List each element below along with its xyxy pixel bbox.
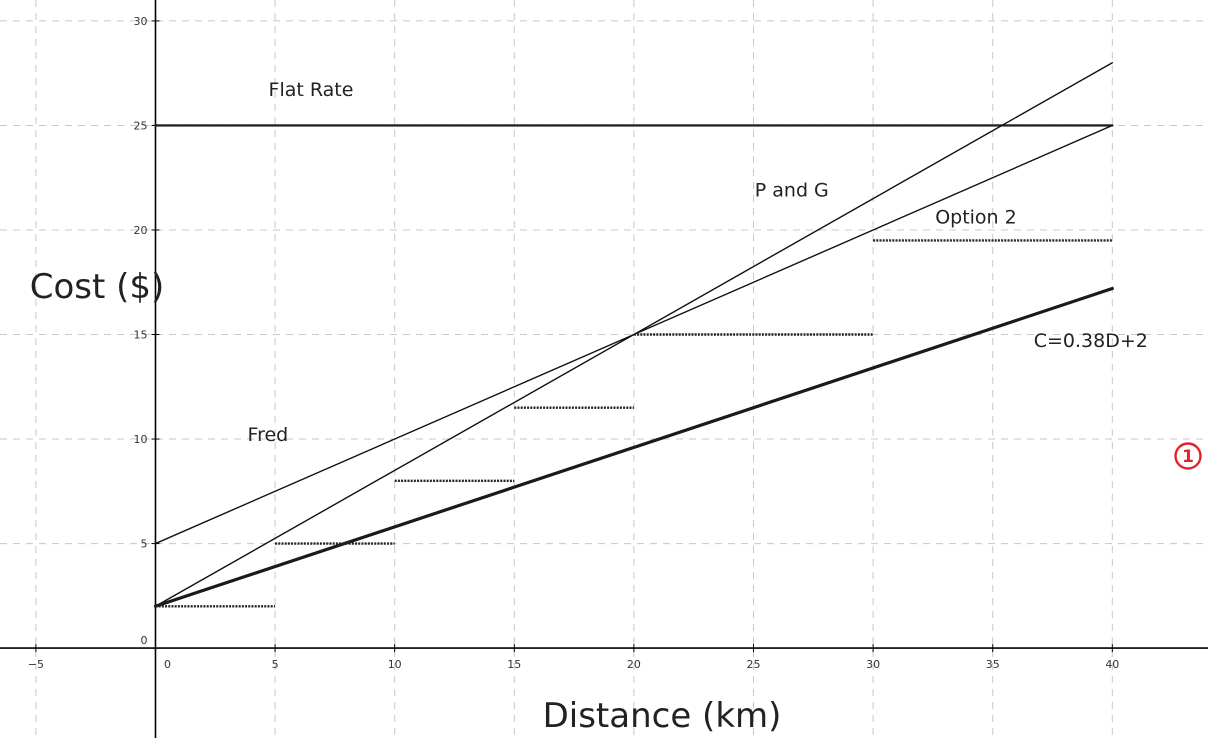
x-tick-label: 35 — [986, 658, 1000, 671]
y-tick-label: 0 — [140, 634, 147, 647]
x-tick-label: 0 — [164, 658, 171, 671]
x-tick-label: 25 — [747, 658, 761, 671]
label-c-0-38d-2: C=0.38D+2 — [1034, 330, 1148, 352]
marker-circle — [1174, 442, 1202, 470]
x-tick-label: 20 — [627, 658, 641, 671]
x-tick-label: −5 — [28, 658, 44, 671]
x-tick-label: 10 — [388, 658, 402, 671]
x-tick-label: 15 — [507, 658, 521, 671]
marker-badge: 1 — [1174, 442, 1202, 470]
y-tick-label: 5 — [140, 538, 147, 551]
x-tick-label: 5 — [272, 658, 279, 671]
y-tick-label: 15 — [133, 329, 147, 342]
y-tick-label: 25 — [133, 119, 147, 132]
x-tick-label: 30 — [866, 658, 880, 671]
series-c-0-38d-2-line — [153, 286, 1114, 608]
label-option-2: Option 2 — [935, 207, 1017, 229]
y-axis-title: Cost ($) — [30, 267, 165, 307]
label-flat-rate: Flat Rate — [269, 79, 354, 101]
x-tick-label: 40 — [1105, 658, 1119, 671]
annotations: Flat Rate P and G Option 2 C=0.38D+2 Fred — [248, 79, 1148, 446]
y-tick-label: 30 — [133, 15, 147, 28]
x-axis-title: Distance (km) — [543, 696, 782, 736]
tick-labels: −5 0 5 10 15 20 25 30 35 40 0 5 10 15 20 25 30 — [28, 15, 1120, 671]
series-lines — [153, 62, 1114, 608]
marker-label: 1 — [1182, 447, 1194, 467]
y-tick-label: 10 — [133, 433, 147, 446]
y-tick-label: 20 — [133, 224, 147, 237]
label-fred: Fred — [248, 424, 289, 446]
label-p-and-g: P and G — [755, 180, 829, 202]
